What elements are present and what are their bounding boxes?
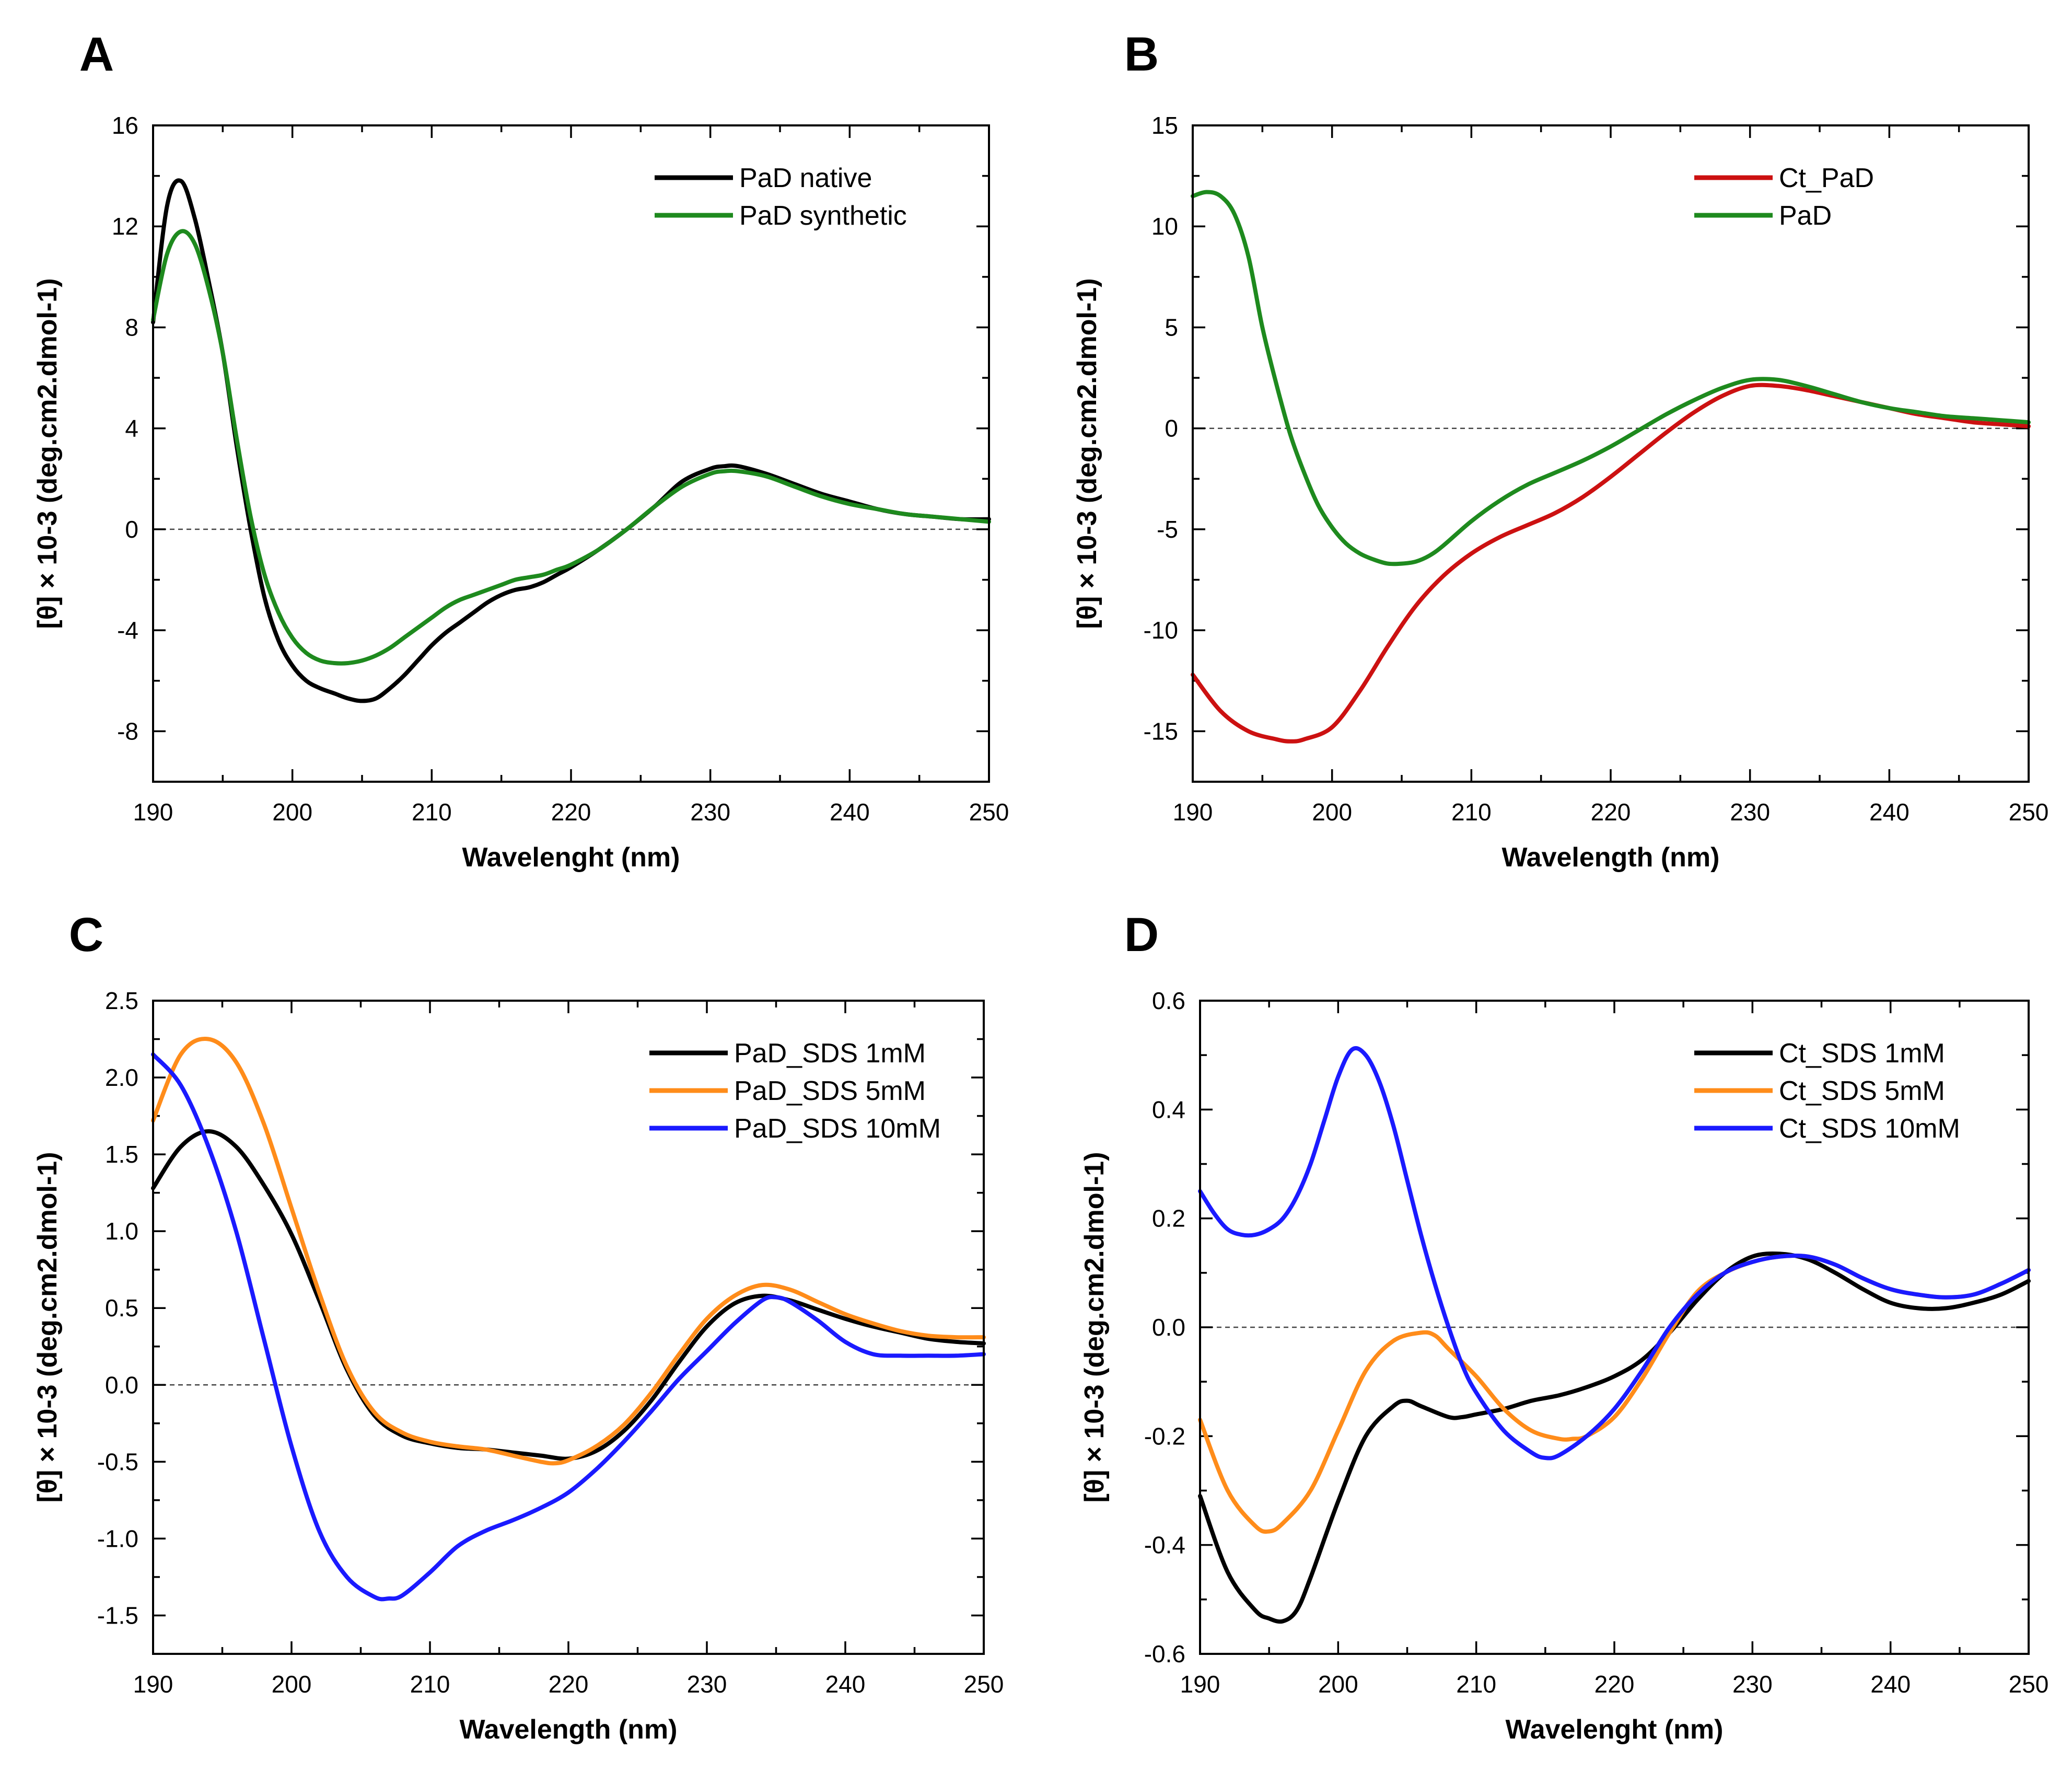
plot-frame (1192, 124, 2030, 783)
legend-label: Ct_SDS 1mM (1779, 1038, 1945, 1069)
series-line-ct-sds-10mm (1198, 1046, 2031, 1461)
y-tick-label: 0.2 (1152, 1205, 1185, 1232)
series-line-pad-native (151, 178, 991, 703)
series-line-ct-sds-1mm (1198, 1251, 2031, 1624)
legend-label: Ct_SDS 10mM (1779, 1114, 1960, 1144)
panel-letter: B (1124, 28, 1159, 81)
y-tick-label: -8 (117, 717, 138, 745)
y-tick-label: 0.0 (105, 1371, 138, 1398)
y-tick-label: 0.4 (1152, 1096, 1185, 1123)
y-tick-label: 8 (125, 314, 138, 341)
x-tick-label: 190 (133, 798, 173, 826)
legend-label: PaD_SDS 10mM (734, 1114, 941, 1144)
x-axis-title: Wavelength (nm) (460, 1714, 678, 1745)
series-line-pad-sds-10mm (151, 1052, 986, 1602)
y-axis-title: [θ] × 10-3 (deg.cm2.dmol-1) (1072, 278, 1102, 629)
legend-label: PaD_SDS 5mM (734, 1076, 926, 1106)
panel-letter: D (1124, 908, 1159, 961)
series-line-pad-sds-5mm (151, 1037, 986, 1466)
y-tick-label: 15 (1151, 112, 1178, 139)
y-tick-label: 0 (1165, 415, 1178, 442)
legend-label: PaD_SDS 1mM (734, 1038, 926, 1069)
series-line-ct-sds-5mm (1198, 1253, 2031, 1534)
y-tick-label: 0.5 (105, 1294, 138, 1322)
x-tick-label: 230 (1732, 1671, 1773, 1698)
x-tick-label: 240 (825, 1671, 866, 1698)
y-axis-title: [θ] × 10-3 (deg.cm2.dmol-1) (1079, 1152, 1110, 1502)
x-tick-label: 220 (1591, 798, 1631, 826)
x-tick-label: 250 (964, 1671, 1004, 1698)
x-tick-label: 250 (969, 798, 1009, 826)
legend-label: Ct_PaD (1779, 163, 1874, 193)
y-tick-label: -15 (1144, 717, 1178, 745)
x-tick-label: 240 (1870, 1671, 1911, 1698)
x-tick-label: 220 (1594, 1671, 1635, 1698)
y-axis-title: [θ] × 10-3 (deg.cm2.dmol-1) (32, 1152, 63, 1502)
x-tick-label: 200 (1312, 798, 1352, 826)
y-tick-label: 1.5 (105, 1141, 138, 1168)
legend-label: PaD synthetic (739, 201, 907, 231)
x-tick-label: 210 (412, 798, 452, 826)
plot-frame (1199, 1000, 2030, 1655)
y-tick-label: -1.5 (97, 1602, 138, 1629)
x-tick-label: 200 (272, 1671, 312, 1698)
y-tick-label: 5 (1165, 314, 1178, 341)
x-tick-label: 210 (1451, 798, 1492, 826)
x-tick-label: 220 (551, 798, 591, 826)
y-tick-label: 10 (1151, 213, 1178, 240)
plot-frame (152, 124, 990, 783)
series-line-pad (1191, 190, 2031, 566)
series-line-pad-synthetic (151, 229, 991, 666)
y-tick-label: -0.2 (1144, 1422, 1185, 1450)
plot-frame (152, 1000, 985, 1655)
x-tick-label: 210 (1456, 1671, 1496, 1698)
x-axis-title: Wavelength (nm) (1502, 842, 1720, 873)
x-tick-label: 230 (1730, 798, 1770, 826)
y-tick-label: -0.4 (1144, 1532, 1185, 1559)
panel-b: B 190 200 210 220 230 240 250 -15 -10 -5 0 5 10 15 Wave… (1072, 28, 2048, 873)
x-tick-label: 200 (272, 798, 312, 826)
x-tick-label: 230 (690, 798, 730, 826)
y-tick-label: -4 (117, 617, 138, 644)
x-tick-label: 190 (1180, 1671, 1220, 1698)
panel-a: A 190 200 210 220 230 240 250 -8 -4 0 4 8 12 16 Wavelen… (32, 28, 1009, 873)
x-tick-label: 250 (2009, 1671, 2049, 1698)
y-tick-label: -10 (1144, 617, 1178, 644)
series-line-ct-pad (1191, 383, 2031, 744)
x-tick-label: 230 (687, 1671, 727, 1698)
x-axis-title: Wavelenght (nm) (462, 842, 680, 873)
panel-c: C 190 200 210 220 230 240 250 -1.5 -1.0 -0.5 0.0 0.5… (32, 908, 1004, 1745)
y-tick-label: -5 (1157, 516, 1178, 543)
legend-label: PaD native (739, 163, 872, 193)
y-tick-label: -1.0 (97, 1525, 138, 1552)
y-tick-label: 0.0 (1152, 1314, 1185, 1341)
y-tick-label: 1.0 (105, 1218, 138, 1245)
x-tick-label: 190 (1173, 798, 1213, 826)
y-tick-label: 2.0 (105, 1064, 138, 1091)
x-tick-label: 220 (549, 1671, 589, 1698)
y-tick-label: 12 (112, 213, 138, 240)
y-tick-label: 0.6 (1152, 987, 1185, 1014)
x-tick-label: 250 (2009, 798, 2049, 826)
panel-d: D 190 200 210 220 230 240 250 -0.6 -0.4 -0.2 0.0 0.2… (1079, 908, 2048, 1745)
y-tick-label: -0.5 (97, 1448, 138, 1475)
x-tick-label: 190 (133, 1671, 173, 1698)
legend-label: Ct_SDS 5mM (1779, 1076, 1945, 1106)
y-tick-label: 2.5 (105, 987, 138, 1014)
y-tick-label: 16 (112, 112, 138, 139)
y-tick-label: -0.6 (1144, 1640, 1185, 1667)
panel-letter: C (69, 908, 103, 961)
y-tick-label: 0 (125, 516, 138, 543)
x-axis-title: Wavelenght (nm) (1506, 1714, 1724, 1745)
y-tick-label: 4 (125, 415, 138, 442)
x-tick-label: 200 (1318, 1671, 1358, 1698)
y-axis-title: [θ] × 10-3 (deg.cm2.dmol-1) (32, 278, 63, 629)
series-line-pad-sds-1mm (151, 1129, 986, 1461)
panel-letter: A (79, 28, 114, 81)
x-tick-label: 210 (410, 1671, 450, 1698)
x-tick-label: 240 (830, 798, 870, 826)
x-tick-label: 240 (1869, 798, 1910, 826)
legend-label: PaD (1779, 201, 1832, 231)
